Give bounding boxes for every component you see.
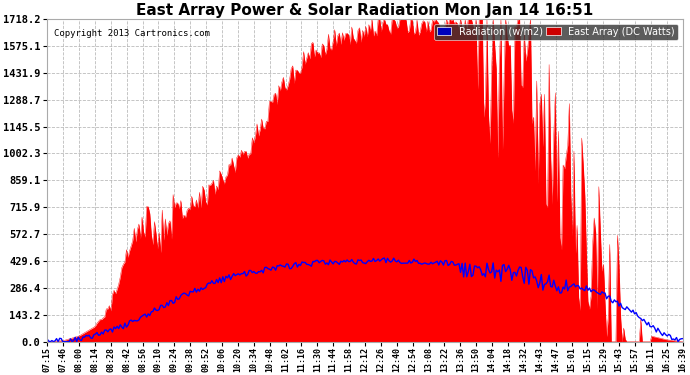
- Text: Copyright 2013 Cartronics.com: Copyright 2013 Cartronics.com: [54, 28, 210, 38]
- Legend: Radiation (w/m2), East Array (DC Watts): Radiation (w/m2), East Array (DC Watts): [434, 24, 678, 40]
- Title: East Array Power & Solar Radiation Mon Jan 14 16:51: East Array Power & Solar Radiation Mon J…: [137, 3, 593, 18]
